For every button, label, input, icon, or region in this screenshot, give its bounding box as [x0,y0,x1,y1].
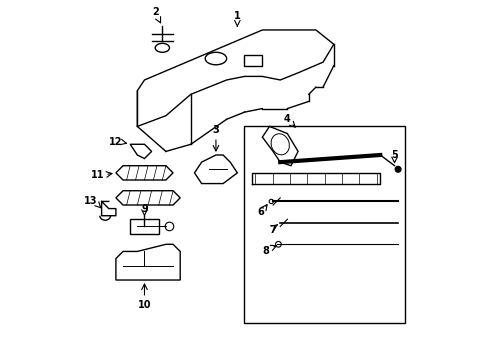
Text: 13: 13 [84,197,98,206]
Text: 1: 1 [233,11,240,21]
Text: 11: 11 [91,170,104,180]
Text: 6: 6 [257,207,264,217]
Text: 3: 3 [212,125,219,135]
Text: 9: 9 [141,203,147,213]
Text: 10: 10 [138,300,151,310]
Text: 5: 5 [390,150,397,160]
Text: 12: 12 [109,138,122,148]
Text: 2: 2 [151,7,158,17]
Text: 8: 8 [262,247,269,256]
Text: 7: 7 [269,225,276,235]
Text: 4: 4 [284,114,290,124]
Circle shape [394,166,400,172]
